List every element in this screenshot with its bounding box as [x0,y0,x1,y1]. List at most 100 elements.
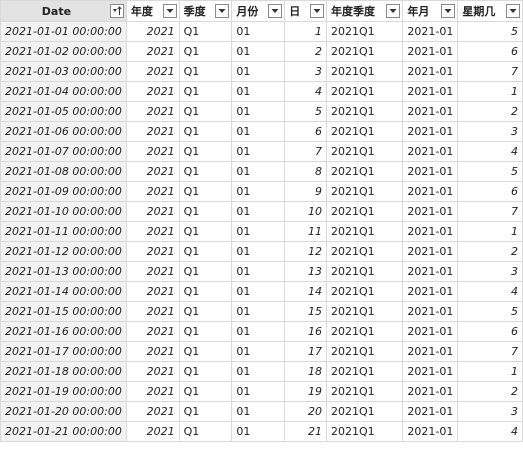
quarter-cell[interactable]: Q1 [178,181,233,202]
month-cell[interactable]: 01 [231,81,286,102]
date-cell[interactable]: 2021-01-17 00:00:00 [0,341,127,362]
month-cell[interactable]: 01 [231,21,286,42]
weekday-cell[interactable]: 5 [457,161,523,182]
month-cell[interactable]: 01 [231,41,286,62]
year-month-cell[interactable]: 2021-01 [402,381,459,402]
column-header-year[interactable]: 年度 [125,0,180,22]
dropdown-arrow-icon[interactable] [310,4,325,18]
month-cell[interactable]: 01 [231,161,286,182]
year-quarter-cell[interactable]: 2021Q1 [326,181,404,202]
month-cell[interactable]: 01 [231,241,286,262]
quarter-cell[interactable]: Q1 [178,121,233,142]
day-cell[interactable]: 21 [284,421,328,442]
date-cell[interactable]: 2021-01-01 00:00:00 [0,21,127,42]
quarter-cell[interactable]: Q1 [178,421,233,442]
weekday-cell[interactable]: 6 [457,41,523,62]
year-quarter-cell[interactable]: 2021Q1 [326,101,404,122]
quarter-cell[interactable]: Q1 [178,141,233,162]
year-cell[interactable]: 2021 [125,61,180,82]
day-cell[interactable]: 9 [284,181,328,202]
day-cell[interactable]: 4 [284,81,328,102]
year-quarter-cell[interactable]: 2021Q1 [326,141,404,162]
date-cell[interactable]: 2021-01-04 00:00:00 [0,81,127,102]
quarter-cell[interactable]: Q1 [178,241,233,262]
date-cell[interactable]: 2021-01-16 00:00:00 [0,321,127,342]
weekday-cell[interactable]: 7 [457,201,523,222]
quarter-cell[interactable]: Q1 [178,101,233,122]
year-month-cell[interactable]: 2021-01 [402,261,459,282]
year-quarter-cell[interactable]: 2021Q1 [326,341,404,362]
year-month-cell[interactable]: 2021-01 [402,221,459,242]
weekday-cell[interactable]: 1 [457,361,523,382]
day-cell[interactable]: 13 [284,261,328,282]
year-quarter-cell[interactable]: 2021Q1 [326,421,404,442]
year-cell[interactable]: 2021 [125,321,180,342]
day-cell[interactable]: 15 [284,301,328,322]
weekday-cell[interactable]: 4 [457,281,523,302]
year-cell[interactable]: 2021 [125,201,180,222]
year-cell[interactable]: 2021 [125,21,180,42]
month-cell[interactable]: 01 [231,141,286,162]
month-cell[interactable]: 01 [231,261,286,282]
weekday-cell[interactable]: 2 [457,241,523,262]
month-cell[interactable]: 01 [231,281,286,302]
year-quarter-cell[interactable]: 2021Q1 [326,321,404,342]
quarter-cell[interactable]: Q1 [178,361,233,382]
day-cell[interactable]: 12 [284,241,328,262]
dropdown-arrow-icon[interactable] [441,4,456,18]
date-cell[interactable]: 2021-01-07 00:00:00 [0,141,127,162]
column-header-date[interactable]: Date [0,0,127,22]
day-cell[interactable]: 18 [284,361,328,382]
year-quarter-cell[interactable]: 2021Q1 [326,361,404,382]
year-quarter-cell[interactable]: 2021Q1 [326,401,404,422]
year-cell[interactable]: 2021 [125,221,180,242]
month-cell[interactable]: 01 [231,321,286,342]
year-cell[interactable]: 2021 [125,121,180,142]
weekday-cell[interactable]: 1 [457,221,523,242]
date-cell[interactable]: 2021-01-20 00:00:00 [0,401,127,422]
year-month-cell[interactable]: 2021-01 [402,21,459,42]
month-cell[interactable]: 01 [231,421,286,442]
weekday-cell[interactable]: 6 [457,321,523,342]
dropdown-arrow-icon[interactable] [215,4,230,18]
date-cell[interactable]: 2021-01-03 00:00:00 [0,61,127,82]
date-cell[interactable]: 2021-01-13 00:00:00 [0,261,127,282]
day-cell[interactable]: 6 [284,121,328,142]
column-header-weekday[interactable]: 星期几 [457,0,523,22]
column-header-month[interactable]: 月份 [231,0,286,22]
year-quarter-cell[interactable]: 2021Q1 [326,61,404,82]
date-cell[interactable]: 2021-01-12 00:00:00 [0,241,127,262]
year-cell[interactable]: 2021 [125,421,180,442]
sort-ascending-filter-icon[interactable] [109,4,124,18]
year-cell[interactable]: 2021 [125,181,180,202]
year-month-cell[interactable]: 2021-01 [402,301,459,322]
year-quarter-cell[interactable]: 2021Q1 [326,121,404,142]
date-cell[interactable]: 2021-01-19 00:00:00 [0,381,127,402]
year-month-cell[interactable]: 2021-01 [402,61,459,82]
year-cell[interactable]: 2021 [125,381,180,402]
year-month-cell[interactable]: 2021-01 [402,121,459,142]
year-cell[interactable]: 2021 [125,401,180,422]
day-cell[interactable]: 3 [284,61,328,82]
year-month-cell[interactable]: 2021-01 [402,361,459,382]
dropdown-arrow-icon[interactable] [268,4,283,18]
year-quarter-cell[interactable]: 2021Q1 [326,81,404,102]
column-header-year-month[interactable]: 年月 [402,0,459,22]
column-header-quarter[interactable]: 季度 [178,0,233,22]
year-quarter-cell[interactable]: 2021Q1 [326,281,404,302]
year-month-cell[interactable]: 2021-01 [402,161,459,182]
quarter-cell[interactable]: Q1 [178,401,233,422]
month-cell[interactable]: 01 [231,401,286,422]
quarter-cell[interactable]: Q1 [178,281,233,302]
weekday-cell[interactable]: 5 [457,21,523,42]
year-quarter-cell[interactable]: 2021Q1 [326,21,404,42]
year-month-cell[interactable]: 2021-01 [402,281,459,302]
quarter-cell[interactable]: Q1 [178,341,233,362]
quarter-cell[interactable]: Q1 [178,61,233,82]
day-cell[interactable]: 5 [284,101,328,122]
year-month-cell[interactable]: 2021-01 [402,81,459,102]
column-header-day[interactable]: 日 [284,0,328,22]
year-quarter-cell[interactable]: 2021Q1 [326,261,404,282]
quarter-cell[interactable]: Q1 [178,321,233,342]
month-cell[interactable]: 01 [231,61,286,82]
